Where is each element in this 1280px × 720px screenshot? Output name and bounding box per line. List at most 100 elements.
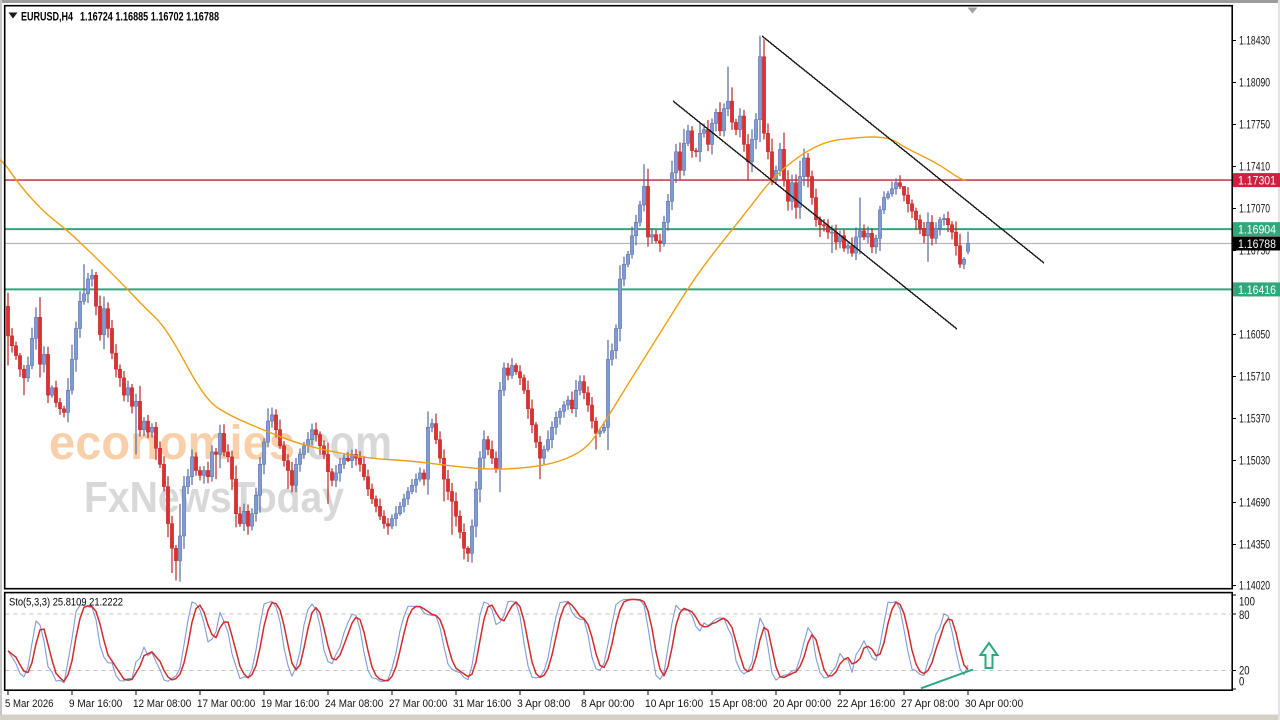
candle-body xyxy=(726,100,730,109)
time-axis-label: 10 Apr 16:00 xyxy=(645,698,703,710)
candle-body xyxy=(194,456,198,471)
candle-body xyxy=(290,470,294,486)
candle-body xyxy=(934,228,938,239)
candle-body xyxy=(18,355,22,370)
candle-body xyxy=(114,352,118,370)
candle-body xyxy=(126,387,130,396)
price-axis-label: 1.18430 xyxy=(1239,36,1270,48)
candle-body xyxy=(618,278,622,329)
horizontal-lines-layer xyxy=(5,179,1233,291)
candle-body xyxy=(274,414,278,430)
window-left-edge xyxy=(0,0,2,720)
candle-body xyxy=(10,335,14,346)
candle-body xyxy=(146,420,150,433)
candle-body xyxy=(714,112,718,124)
stochastic-pane[interactable] xyxy=(3,591,1233,691)
price-tag-label: 1.16904 xyxy=(1238,225,1277,237)
main-price-pane[interactable] xyxy=(3,4,1233,590)
price-axis-label: 1.15370 xyxy=(1239,414,1270,426)
candle-body xyxy=(386,523,390,527)
candle-body xyxy=(318,434,322,447)
candle-body xyxy=(402,498,406,507)
moving-average-line xyxy=(0,136,967,470)
candle-body xyxy=(586,392,590,406)
candle-body xyxy=(30,338,34,366)
candle-body xyxy=(298,454,302,465)
moving-average-layer xyxy=(0,136,967,470)
time-axis-label: 30 Apr 00:00 xyxy=(965,698,1023,710)
time-axis-label: 17 Mar 00:00 xyxy=(197,698,255,710)
candle-body xyxy=(210,451,214,477)
scroll-position-icon[interactable] xyxy=(967,7,978,14)
candle-body xyxy=(694,150,698,153)
candle-body xyxy=(330,471,334,481)
candle-body xyxy=(158,448,162,465)
candle-body xyxy=(922,228,926,237)
trendline-channel-upper[interactable] xyxy=(761,35,1045,264)
price-axis-label: 1.17750 xyxy=(1239,120,1270,132)
candle-body xyxy=(42,354,46,365)
buy-signal-arrow-icon[interactable] xyxy=(978,641,1000,669)
candle-body xyxy=(350,454,354,461)
candle-body xyxy=(62,408,66,413)
sto-signal-trendline[interactable] xyxy=(920,668,974,690)
candle-body xyxy=(646,186,650,238)
candle-body xyxy=(558,410,562,418)
candle-body xyxy=(622,263,626,280)
candle-body xyxy=(310,429,314,440)
time-axis-label: 20 Apr 00:00 xyxy=(773,698,831,710)
candle-body xyxy=(178,535,182,561)
candle-body xyxy=(702,129,706,134)
sto-axis-label: 20 xyxy=(1239,666,1250,678)
candle-body xyxy=(530,408,534,426)
candle-body xyxy=(746,144,750,162)
candle-body xyxy=(642,186,646,206)
price-tag-resistance xyxy=(1233,173,1280,188)
candle-body xyxy=(674,151,678,174)
candle-body xyxy=(122,377,126,396)
candle-body xyxy=(910,203,914,212)
window-bottom-edge xyxy=(0,714,1280,720)
candle-body xyxy=(206,470,210,477)
candle-body xyxy=(662,221,666,244)
watermark-tagline: FxNewsToday xyxy=(84,473,344,522)
price-axis-label: 1.18090 xyxy=(1239,78,1270,90)
candle-body xyxy=(226,451,230,458)
candle-body xyxy=(410,485,414,492)
candle-body xyxy=(814,197,818,221)
symbol-collapse-icon[interactable] xyxy=(8,12,18,19)
time-axis: 5 Mar 2026 9 Mar 16:00 12 Mar 08:00 17 Mar … xyxy=(5,690,1023,710)
candle-body xyxy=(406,491,410,500)
trendline-channel-lower[interactable] xyxy=(672,100,958,330)
candle-body xyxy=(74,328,78,360)
candle-body xyxy=(454,501,458,517)
candle-body xyxy=(150,427,154,433)
candle-body xyxy=(34,317,38,339)
candle-body xyxy=(258,464,262,496)
sto-axis-label: 100 xyxy=(1239,597,1255,609)
candle-body xyxy=(378,506,382,517)
sto-percent-d-line xyxy=(7,598,969,683)
candle-body xyxy=(734,121,738,130)
candles-layer xyxy=(6,35,970,582)
candle-body xyxy=(474,488,478,527)
candle-body xyxy=(494,457,498,470)
candle-body xyxy=(902,186,906,196)
candle-body xyxy=(782,149,786,181)
candle-body xyxy=(490,449,494,459)
candle-body xyxy=(942,218,946,221)
candle-body xyxy=(966,243,970,252)
candle-body xyxy=(638,204,642,223)
candle-body xyxy=(478,457,482,490)
candle-body xyxy=(342,457,346,465)
candle-body xyxy=(946,218,950,225)
candle-body xyxy=(214,451,218,455)
candle-body xyxy=(222,433,226,453)
candle-body xyxy=(470,525,474,554)
time-axis-label: 24 Mar 08:00 xyxy=(325,698,383,710)
candle-body xyxy=(830,231,834,234)
time-axis-label: 5 Mar 2026 xyxy=(5,698,54,710)
candle-body xyxy=(750,139,754,162)
